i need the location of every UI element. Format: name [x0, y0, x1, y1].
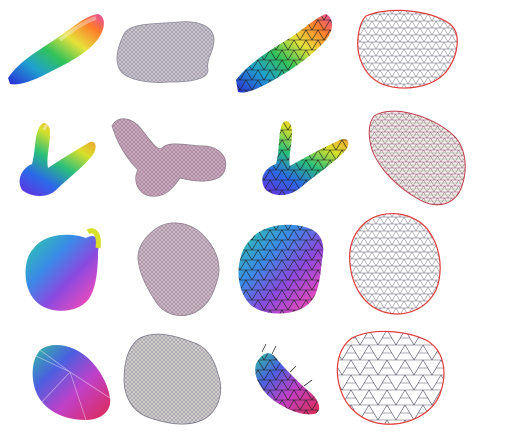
row3-flattened-mesh — [137, 222, 220, 316]
row4-flattened-mesh — [123, 333, 222, 425]
row1-remeshed-surface — [236, 14, 332, 93]
row1-wire-parameterization — [357, 9, 458, 89]
row4-remeshed-surface — [255, 343, 320, 415]
row3-shaded-surface — [25, 228, 101, 311]
row4-wire-parameterization — [336, 330, 445, 425]
row2-shaded-surface — [19, 122, 96, 196]
row2-remeshed-surface — [262, 121, 349, 196]
row3-remeshed-surface — [238, 224, 324, 314]
row2-flattened-mesh — [111, 118, 227, 197]
row4-shaded-surface — [32, 345, 111, 421]
row1-shaded-surface — [8, 14, 104, 85]
row2-wire-parameterization — [368, 110, 466, 206]
row3-wire-parameterization — [349, 213, 441, 315]
row1-flattened-mesh — [116, 21, 215, 83]
